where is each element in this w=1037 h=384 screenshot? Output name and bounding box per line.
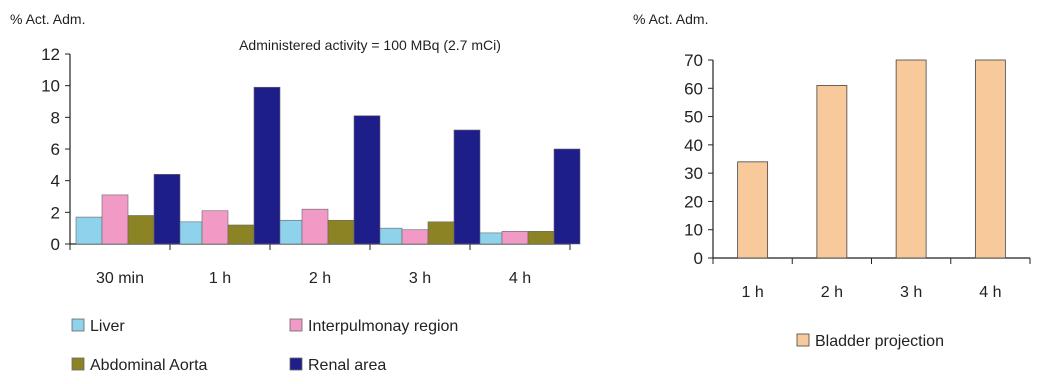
left-bar-interpulmonay-region — [101, 194, 129, 245]
right-x-tick-label: 4 h — [979, 284, 1001, 301]
left-legend-swatch — [71, 357, 85, 371]
right-plot-area: 0 10 20 30 40 50 60 70 1 h 2 h 3 h 4 h — [684, 51, 1031, 301]
right-bar-bladder-projection — [737, 161, 769, 259]
left-x-tick-label: 2 h — [309, 270, 331, 287]
left-bar-renal-area — [553, 148, 581, 245]
left-plot-area: 0 2 4 6 8 10 12 30 min 1 h 2 h 3 h 4 h — [41, 45, 581, 287]
right-y-tick-label: 30 — [684, 164, 703, 183]
right-bar-bladder-projection — [816, 85, 848, 259]
left-bar-interpulmonay-region — [301, 208, 329, 245]
left-chart: % Act. Adm. Administered activity = 100 … — [10, 11, 581, 374]
left-bar-abdominal-aorta — [227, 224, 255, 245]
left-x-tick-label: 3 h — [409, 270, 431, 287]
left-legend-label: Interpulmonay region — [308, 318, 458, 335]
left-x-tick-label: 1 h — [209, 270, 231, 287]
right-y-tick-label: 70 — [684, 51, 703, 70]
right-y-tick-label: 0 — [694, 249, 703, 268]
left-bar-renal-area — [153, 174, 181, 245]
left-bar-interpulmonay-region — [501, 231, 529, 245]
right-legend-swatch — [796, 333, 810, 347]
left-bar-abdominal-aorta — [527, 231, 555, 245]
left-legend-label: Abdominal Aorta — [90, 357, 208, 374]
left-y-tick-label: 4 — [51, 172, 60, 191]
right-x-tick-label: 1 h — [742, 284, 764, 301]
right-legend-label: Bladder projection — [815, 333, 944, 350]
left-y-tick-label: 12 — [41, 45, 60, 64]
left-y-tick-label: 6 — [51, 140, 60, 159]
left-ylabel: % Act. Adm. — [10, 11, 85, 27]
left-y-tick-label: 10 — [41, 77, 60, 96]
left-bar-renal-area — [353, 115, 381, 245]
right-bar-bladder-projection — [974, 59, 1006, 259]
right-x-tick-label: 3 h — [900, 284, 922, 301]
left-bar-abdominal-aorta — [127, 215, 155, 245]
left-annotation: Administered activity = 100 MBq (2.7 mCi… — [239, 37, 501, 53]
right-legend: Bladder projection — [796, 333, 944, 350]
left-bar-interpulmonay-region — [401, 229, 429, 245]
right-x-tick-label: 2 h — [821, 284, 843, 301]
left-x-tick-label: 30 min — [96, 270, 144, 287]
left-legend-label: Renal area — [308, 357, 386, 374]
right-ylabel: % Act. Adm. — [633, 11, 708, 27]
right-y-tick-label: 60 — [684, 79, 703, 98]
right-bar-bladder-projection — [895, 59, 927, 259]
left-bar-renal-area — [453, 129, 481, 245]
left-y-tick-label: 2 — [51, 203, 60, 222]
left-y-tick-label: 0 — [51, 235, 60, 254]
left-y-tick-label: 8 — [51, 108, 60, 127]
left-bar-renal-area — [253, 86, 281, 245]
right-y-tick-label: 20 — [684, 192, 703, 211]
right-y-tick-label: 40 — [684, 136, 703, 155]
right-y-tick-label: 10 — [684, 221, 703, 240]
left-legend: Liver Interpulmonay region Abdominal Aorta… — [71, 318, 458, 374]
left-legend-swatch — [289, 357, 303, 371]
left-bar-interpulmonay-region — [201, 210, 229, 245]
left-bar-abdominal-aorta — [427, 221, 455, 245]
right-y-tick-label: 50 — [684, 108, 703, 127]
left-x-tick-label: 4 h — [509, 270, 531, 287]
left-legend-label: Liver — [90, 318, 125, 335]
left-legend-swatch — [71, 318, 85, 332]
left-bar-abdominal-aorta — [327, 219, 355, 245]
left-legend-swatch — [289, 318, 303, 332]
left-bar-liver — [75, 216, 103, 245]
